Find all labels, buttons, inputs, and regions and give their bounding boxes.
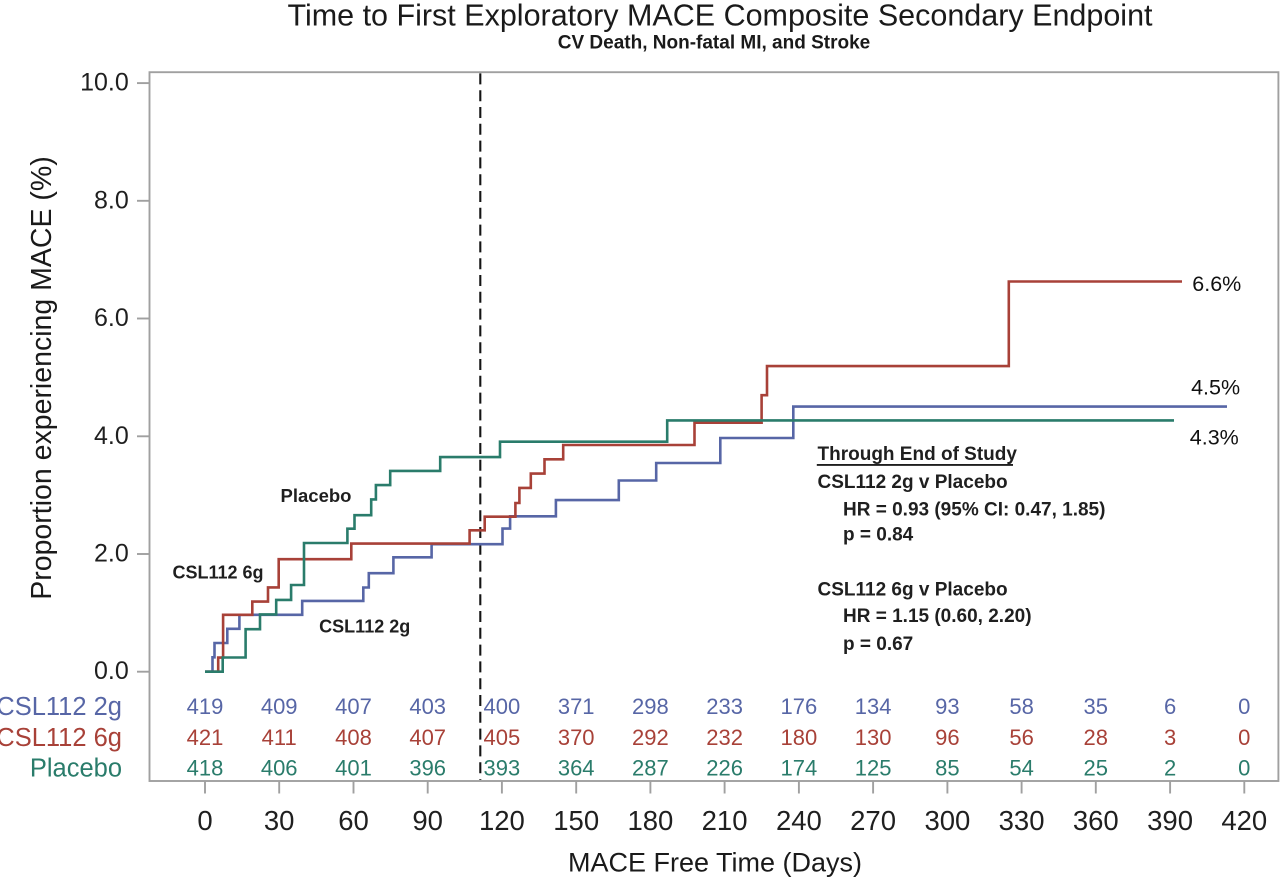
svg-text:4.3%: 4.3% [1190, 426, 1239, 450]
svg-text:180: 180 [781, 725, 818, 750]
svg-text:176: 176 [781, 694, 818, 719]
svg-text:CSL112 2g: CSL112 2g [0, 693, 122, 721]
svg-text:25: 25 [1084, 755, 1108, 780]
svg-text:210: 210 [702, 805, 748, 836]
svg-text:6: 6 [1164, 694, 1176, 719]
svg-text:134: 134 [855, 694, 892, 719]
svg-text:287: 287 [632, 755, 669, 780]
svg-text:35: 35 [1084, 694, 1108, 719]
svg-text:240: 240 [776, 805, 822, 836]
svg-text:Proportion experiencing MACE (: Proportion experiencing MACE (%) [26, 156, 58, 600]
svg-text:408: 408 [335, 725, 372, 750]
svg-text:60: 60 [338, 805, 369, 836]
svg-text:4.5%: 4.5% [1191, 375, 1240, 399]
svg-text:390: 390 [1147, 805, 1193, 836]
svg-text:371: 371 [558, 694, 595, 719]
svg-text:130: 130 [855, 725, 892, 750]
svg-text:0: 0 [197, 805, 212, 836]
svg-text:3: 3 [1164, 725, 1176, 750]
svg-text:CSL112 2g v Placebo: CSL112 2g v Placebo [818, 472, 1008, 493]
svg-text:85: 85 [935, 755, 959, 780]
svg-text:58: 58 [1009, 694, 1033, 719]
svg-text:407: 407 [335, 694, 372, 719]
svg-text:393: 393 [484, 755, 521, 780]
svg-text:56: 56 [1009, 725, 1033, 750]
svg-text:292: 292 [632, 725, 669, 750]
svg-text:8.0: 8.0 [94, 186, 129, 214]
svg-text:401: 401 [335, 755, 372, 780]
svg-text:406: 406 [261, 755, 298, 780]
svg-text:0.0: 0.0 [94, 657, 129, 685]
svg-text:MACE Free Time (Days): MACE Free Time (Days) [568, 848, 862, 878]
svg-text:421: 421 [187, 725, 224, 750]
svg-text:405: 405 [484, 725, 521, 750]
svg-text:Time to First Exploratory MACE: Time to First Exploratory MACE Composite… [287, 0, 1153, 33]
svg-text:p = 0.84: p = 0.84 [843, 524, 914, 545]
svg-text:370: 370 [558, 725, 595, 750]
svg-text:0: 0 [1238, 755, 1250, 780]
svg-text:30: 30 [264, 805, 295, 836]
svg-text:233: 233 [706, 694, 743, 719]
svg-text:150: 150 [553, 805, 599, 836]
svg-text:226: 226 [706, 755, 743, 780]
svg-text:180: 180 [627, 805, 673, 836]
svg-text:28: 28 [1084, 725, 1108, 750]
svg-text:364: 364 [558, 755, 595, 780]
svg-text:Placebo: Placebo [281, 485, 352, 506]
svg-text:93: 93 [935, 694, 959, 719]
svg-text:HR = 0.93 (95% CI: 0.47, 1.85): HR = 0.93 (95% CI: 0.47, 1.85) [843, 500, 1105, 521]
svg-text:403: 403 [409, 694, 446, 719]
svg-text:360: 360 [1073, 805, 1119, 836]
svg-text:300: 300 [924, 805, 970, 836]
svg-text:4.0: 4.0 [94, 422, 129, 450]
svg-text:96: 96 [935, 725, 959, 750]
svg-text:407: 407 [409, 725, 446, 750]
svg-text:174: 174 [781, 755, 818, 780]
svg-text:54: 54 [1009, 755, 1033, 780]
svg-text:418: 418 [187, 755, 224, 780]
svg-text:CSL112 6g: CSL112 6g [0, 724, 122, 752]
svg-text:p = 0.67: p = 0.67 [843, 634, 913, 655]
svg-text:6.6%: 6.6% [1192, 272, 1241, 296]
svg-text:396: 396 [409, 755, 446, 780]
svg-text:Placebo: Placebo [30, 755, 122, 783]
svg-text:90: 90 [412, 805, 443, 836]
svg-text:270: 270 [850, 805, 896, 836]
svg-text:CSL112 6g v Placebo: CSL112 6g v Placebo [818, 579, 1008, 600]
svg-text:HR = 1.15 (0.60, 2.20): HR = 1.15 (0.60, 2.20) [843, 606, 1032, 627]
svg-text:400: 400 [484, 694, 521, 719]
svg-text:120: 120 [479, 805, 525, 836]
svg-text:411: 411 [262, 725, 297, 750]
svg-text:298: 298 [632, 694, 669, 719]
svg-text:6.0: 6.0 [94, 304, 129, 332]
svg-text:2: 2 [1164, 755, 1176, 780]
svg-text:0: 0 [1238, 725, 1250, 750]
svg-text:CSL112 6g: CSL112 6g [172, 563, 263, 583]
svg-text:2.0: 2.0 [94, 540, 129, 568]
svg-text:330: 330 [999, 805, 1045, 836]
svg-text:232: 232 [706, 725, 743, 750]
svg-text:419: 419 [187, 694, 224, 719]
svg-text:10.0: 10.0 [80, 69, 129, 97]
svg-text:0: 0 [1238, 694, 1250, 719]
svg-text:CV Death, Non-fatal MI, and St: CV Death, Non-fatal MI, and Stroke [558, 33, 870, 54]
svg-text:409: 409 [261, 694, 298, 719]
svg-text:CSL112 2g: CSL112 2g [319, 617, 410, 637]
svg-text:125: 125 [855, 755, 892, 780]
svg-text:420: 420 [1221, 805, 1267, 836]
svg-text:Through End of Study: Through End of Study [818, 444, 1018, 465]
